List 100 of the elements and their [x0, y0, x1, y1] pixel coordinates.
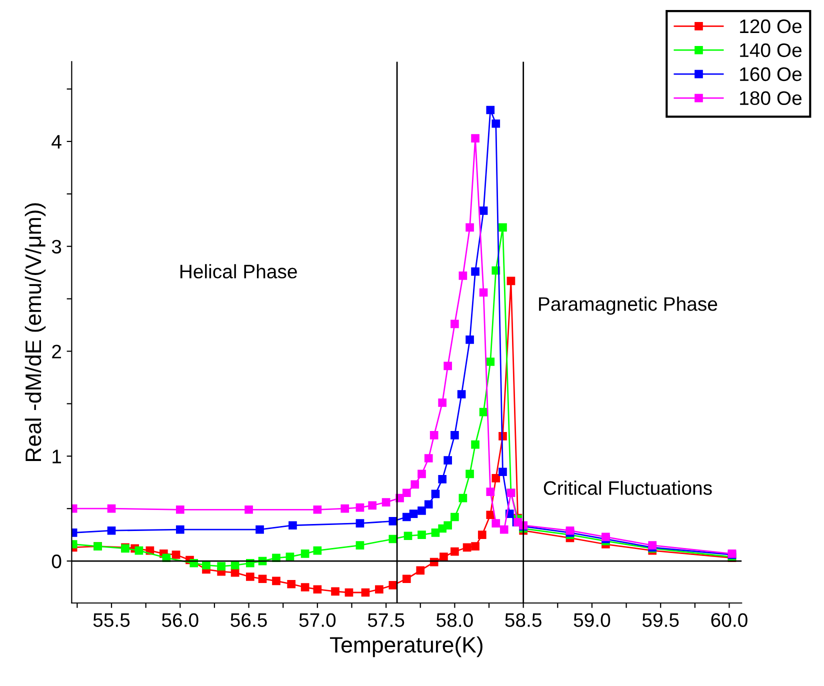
x-tick-label: 59.0 — [574, 613, 610, 627]
point — [176, 505, 184, 514]
point — [202, 561, 210, 570]
legend-label: 140 Oe — [740, 43, 802, 58]
point — [486, 510, 495, 520]
point — [388, 534, 398, 544]
point — [404, 532, 412, 540]
point — [444, 456, 452, 465]
point — [648, 541, 657, 550]
annotation: Critical Fluctuations — [544, 480, 712, 495]
x-tick-label: 58.5 — [505, 613, 542, 627]
point — [457, 390, 466, 398]
point — [230, 561, 240, 570]
point — [244, 505, 253, 514]
point — [256, 525, 264, 534]
point — [176, 525, 184, 534]
x-tick-label: 56.0 — [162, 613, 198, 627]
x-axis-title: Temperature(K) — [330, 636, 482, 658]
point — [107, 504, 116, 513]
point — [458, 494, 468, 502]
point — [418, 506, 426, 515]
point — [471, 440, 480, 449]
x-tick-label: 56.5 — [230, 613, 267, 627]
point — [313, 546, 322, 555]
point — [438, 398, 447, 407]
point — [300, 583, 310, 592]
point — [172, 550, 180, 559]
point — [566, 526, 574, 535]
point — [486, 358, 495, 366]
point — [368, 501, 376, 510]
point — [462, 543, 472, 552]
point — [287, 580, 296, 588]
point — [498, 468, 507, 476]
point — [313, 585, 322, 594]
point — [450, 320, 459, 328]
point — [424, 454, 433, 462]
point — [430, 430, 438, 440]
point — [506, 276, 516, 286]
point — [466, 223, 474, 232]
annotation: Helical Phase — [180, 264, 297, 278]
y-axis-title: Real -dM/dE (emu/(V/μm)) — [24, 203, 46, 462]
y-tick-label: 0 — [52, 554, 62, 568]
point — [431, 490, 440, 498]
point — [471, 267, 480, 276]
point — [361, 588, 370, 597]
point — [388, 580, 398, 590]
y-tick-label: 3 — [52, 240, 62, 254]
point — [356, 541, 364, 550]
point — [418, 530, 426, 539]
x-tick-label: 60.0 — [711, 613, 748, 627]
point — [471, 134, 480, 142]
x-tick-label: 58.0 — [436, 613, 473, 627]
legend-label: 180 Oe — [740, 91, 802, 106]
point — [410, 480, 420, 489]
point — [356, 503, 364, 512]
point — [107, 526, 116, 535]
point — [440, 552, 448, 562]
annotation: Paramagnetic Phase — [539, 296, 718, 315]
point — [300, 550, 310, 558]
point — [409, 510, 418, 518]
y-tick-label: 1 — [52, 450, 62, 464]
point — [388, 517, 398, 526]
point — [340, 504, 350, 513]
point — [444, 521, 452, 530]
point — [450, 512, 459, 522]
point — [416, 566, 425, 575]
point — [288, 521, 297, 530]
point — [450, 430, 459, 440]
point — [492, 474, 500, 482]
point — [331, 587, 340, 596]
point — [492, 119, 500, 128]
point — [479, 288, 488, 297]
point — [458, 272, 468, 280]
point — [402, 574, 411, 584]
x-tick-label: 57.5 — [368, 613, 404, 627]
point — [444, 362, 452, 370]
point — [402, 512, 411, 522]
point — [217, 562, 226, 570]
point — [344, 588, 354, 597]
point — [466, 336, 474, 344]
point — [498, 223, 507, 232]
point — [486, 488, 495, 496]
point — [479, 206, 488, 215]
x-tick-label: 59.5 — [642, 613, 679, 627]
point — [402, 488, 411, 498]
point — [382, 498, 390, 506]
point — [356, 519, 364, 528]
point — [258, 574, 267, 584]
point — [431, 528, 440, 537]
point — [500, 525, 508, 534]
x-tick-label: 55.5 — [93, 613, 130, 627]
y-tick-label: 2 — [52, 344, 61, 358]
point — [418, 470, 426, 478]
x-tick-label: 57.0 — [299, 613, 336, 627]
point — [134, 546, 144, 555]
point — [272, 576, 280, 586]
point — [492, 519, 500, 528]
point — [450, 547, 459, 556]
point — [246, 572, 254, 581]
point — [313, 505, 322, 514]
